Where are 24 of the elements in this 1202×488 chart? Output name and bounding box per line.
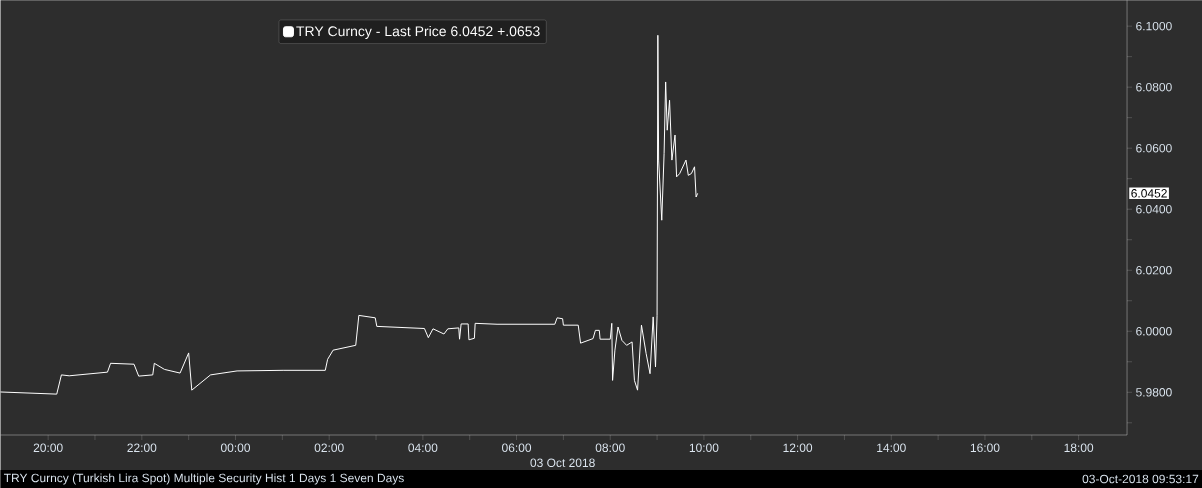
text: 03-Oct-2018 09:53:17 bbox=[1082, 474, 1199, 484]
x-tick-label: 16:00 bbox=[970, 443, 1000, 453]
y-tick-label: 6.0400 bbox=[1136, 204, 1172, 214]
text: 6.0452 bbox=[1131, 189, 1167, 198]
legend-label: TRY Curncy - Last Price 6.0452 +.0653 bbox=[296, 25, 540, 39]
x-tick-label: 10:00 bbox=[689, 443, 719, 453]
x-tick-label: 02:00 bbox=[314, 443, 344, 453]
y-tick-label: 6.0800 bbox=[1136, 82, 1172, 92]
y-tick-label: 6.0600 bbox=[1136, 143, 1172, 153]
x-axis-title: 03 Oct 2018 bbox=[530, 458, 595, 468]
x-tick-label: 08:00 bbox=[595, 443, 625, 453]
y-tick-label: 5.9800 bbox=[1136, 388, 1172, 397]
x-tick-label: 22:00 bbox=[127, 443, 157, 453]
y-tick-label: 6.1000 bbox=[1136, 21, 1172, 31]
x-tick-label: 00:00 bbox=[220, 443, 251, 453]
text: TRY Curncy (Turkish Lira Spot) Multiple Security Hist 1 Days 1 Seven Days bbox=[3, 473, 404, 485]
x-tick-label: 18:00 bbox=[1064, 443, 1094, 453]
x-tick-label: 20:00 bbox=[33, 443, 63, 453]
x-tick-label: 04:00 bbox=[408, 443, 438, 453]
x-tick-label: 12:00 bbox=[783, 443, 813, 453]
y-tick-label: 6.0000 bbox=[1136, 327, 1172, 336]
x-tick-label: 06:00 bbox=[502, 443, 532, 453]
y-tick-label: 6.0200 bbox=[1136, 265, 1172, 275]
x-tick-label: 14:00 bbox=[877, 443, 906, 453]
